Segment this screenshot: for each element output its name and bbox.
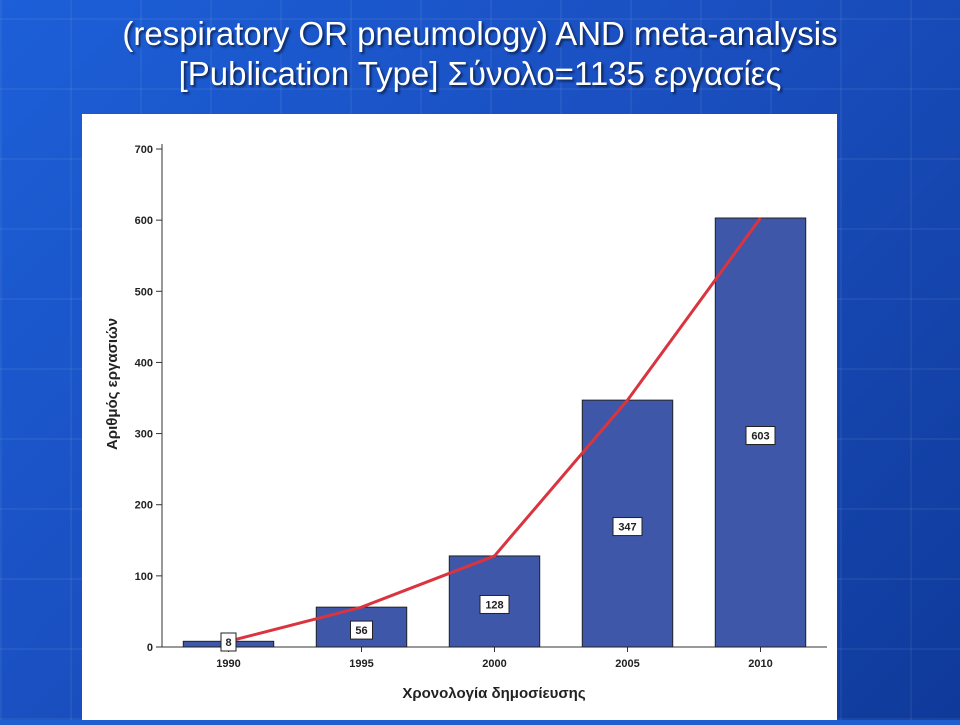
data-label: 128 [485, 599, 503, 611]
slide-title: (respiratory OR pneumology) AND meta-ana… [0, 14, 960, 94]
y-tick-label: 200 [135, 500, 153, 512]
title-line-1: (respiratory OR pneumology) AND meta-ana… [122, 15, 838, 52]
x-axis-label: Χρονολογία δημοσίευσης [402, 685, 585, 702]
chart-panel: 0 100 200 300 400 500 600 700 1990 1995 2000 2005 20… [82, 114, 837, 720]
data-label: 8 [225, 637, 231, 649]
chart-bars [182, 217, 807, 648]
y-axis-label: Αριθμός εργασιών [104, 318, 121, 450]
title-line-2: [Publication Type] Σύνολο=1135 εργασίες [178, 55, 782, 92]
x-tick-label: 2005 [615, 658, 639, 670]
x-tick-label: 1995 [349, 658, 373, 670]
y-tick-label: 300 [135, 429, 153, 441]
chart-data-labels: 8 56 128 347 603 [220, 426, 776, 652]
y-tick-label: 600 [135, 215, 153, 227]
y-tick-label: 100 [135, 571, 153, 583]
data-label-box [350, 620, 373, 640]
data-label-box [745, 426, 776, 446]
x-tick-label: 1990 [216, 658, 240, 670]
data-label: 56 [355, 625, 367, 637]
data-label-box [612, 517, 643, 537]
y-tick-label: 700 [135, 144, 153, 156]
trend-line [228, 217, 762, 643]
y-tick-label: 500 [135, 286, 153, 298]
data-label: 603 [751, 431, 769, 443]
y-tick-label: 0 [147, 642, 153, 654]
y-tick-label: 400 [135, 357, 153, 369]
bar-chart: 0 100 200 300 400 500 600 700 1990 1995 2000 2005 20… [104, 144, 827, 702]
chart-trend-line [228, 217, 762, 643]
data-label: 347 [618, 522, 636, 534]
data-label-box [220, 632, 237, 652]
data-label-box [479, 594, 510, 614]
x-tick-label: 2010 [748, 658, 772, 670]
x-tick-label: 2000 [482, 658, 506, 670]
